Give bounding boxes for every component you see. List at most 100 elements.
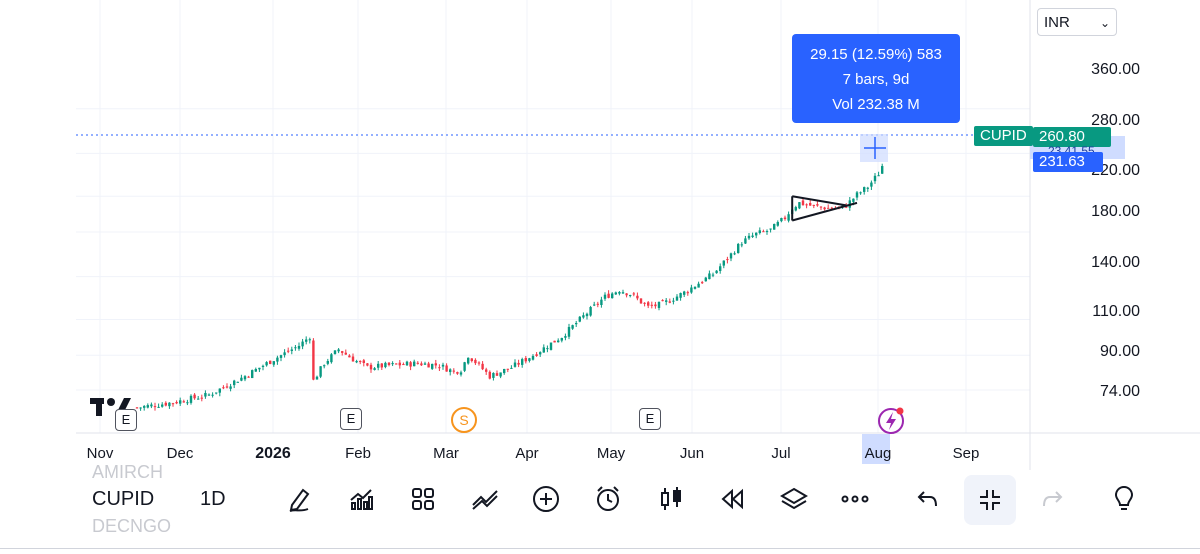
undo-icon[interactable] — [910, 478, 946, 520]
layers-icon[interactable] — [776, 478, 812, 520]
candle — [578, 315, 581, 323]
earnings-event[interactable]: E — [639, 408, 661, 430]
candle-body — [524, 358, 527, 362]
candle — [629, 294, 632, 298]
candle — [495, 370, 499, 376]
candle — [499, 372, 502, 379]
candle-body — [618, 292, 621, 294]
candle — [510, 365, 513, 369]
dividend-event[interactable]: S — [451, 407, 477, 433]
candle-body — [305, 339, 308, 342]
candle — [452, 368, 455, 374]
candle-body — [413, 361, 416, 367]
candle — [560, 337, 563, 343]
y-axis-label: 280.00 — [1091, 112, 1140, 129]
candle — [326, 358, 329, 366]
candle — [683, 290, 686, 298]
chart-canvas[interactable] — [0, 0, 1200, 470]
chart-area[interactable]: 360.00 280.00 220.00 180.00 140.00 110.0… — [0, 0, 1200, 470]
candle — [164, 401, 167, 407]
earnings-event[interactable]: E — [340, 408, 362, 430]
candle-body — [679, 293, 682, 298]
candle-body — [773, 223, 776, 230]
candle — [571, 324, 574, 330]
candle-body — [481, 363, 484, 370]
candle — [387, 362, 391, 367]
chart-type-icon[interactable] — [653, 478, 689, 520]
candle — [143, 405, 146, 411]
candle — [773, 223, 776, 230]
candle-body — [549, 342, 553, 350]
news-flash-icon[interactable] — [877, 406, 907, 441]
symbol-search-button[interactable]: CUPID — [92, 487, 155, 510]
candle — [351, 353, 355, 362]
candle — [603, 292, 607, 301]
candle-body — [236, 381, 239, 383]
x-axis-label: Dec — [166, 445, 194, 462]
compare-icon[interactable] — [467, 478, 503, 520]
collapse-button[interactable] — [964, 475, 1016, 525]
candle-body — [197, 398, 200, 400]
candle — [240, 374, 243, 382]
candle-body — [431, 363, 434, 369]
candle — [708, 270, 711, 280]
candle — [139, 407, 142, 411]
candle — [485, 367, 488, 375]
earnings-event[interactable]: E — [115, 409, 137, 431]
candle-body — [186, 402, 189, 404]
interval-button[interactable]: 1D — [200, 487, 226, 510]
alert-icon[interactable] — [590, 478, 626, 520]
candle-body — [593, 304, 596, 306]
candle-body — [647, 302, 650, 306]
candle-body — [769, 228, 772, 230]
candle-body — [189, 395, 193, 403]
candle-body — [265, 362, 268, 366]
candle — [539, 351, 542, 357]
candle — [283, 349, 286, 358]
draw-icon[interactable] — [282, 478, 318, 520]
candle-body — [251, 370, 254, 379]
candle — [503, 368, 506, 375]
candle — [168, 402, 171, 409]
idea-icon[interactable] — [1106, 478, 1142, 520]
candle — [593, 301, 596, 307]
candle — [794, 205, 797, 212]
candle — [279, 354, 283, 362]
candle-body — [539, 352, 542, 355]
candle-body — [258, 367, 261, 370]
candle — [697, 281, 700, 288]
candle-body — [794, 207, 797, 211]
candle-body — [765, 231, 769, 233]
candle-body — [693, 286, 697, 289]
redo-icon[interactable] — [1034, 478, 1070, 520]
candle-body — [333, 350, 337, 355]
candle-body — [395, 363, 398, 365]
candle — [798, 202, 801, 210]
triangle-upper-line — [792, 195, 847, 207]
add-icon[interactable] — [528, 478, 564, 520]
candle — [855, 191, 859, 201]
candle — [809, 199, 812, 206]
layouts-icon[interactable] — [405, 478, 441, 520]
more-icon[interactable] — [837, 478, 873, 520]
indicators-icon[interactable] — [343, 478, 379, 520]
candle-body — [441, 364, 445, 367]
candle-body — [668, 301, 671, 303]
candle — [193, 393, 196, 400]
candle — [146, 403, 149, 409]
candle-body — [672, 300, 675, 302]
candle — [251, 369, 254, 379]
candle — [315, 375, 319, 380]
candle — [823, 206, 826, 211]
replay-icon[interactable] — [714, 478, 750, 520]
candle — [215, 392, 218, 395]
candle-body — [528, 358, 531, 361]
candle-body — [337, 349, 340, 352]
candle-body — [279, 355, 283, 358]
candle — [189, 394, 193, 405]
currency-select[interactable]: INR ⌄ — [1037, 8, 1117, 36]
candle — [330, 353, 333, 364]
candle — [438, 364, 441, 372]
candle-body — [863, 187, 866, 192]
candle-body — [351, 356, 355, 362]
